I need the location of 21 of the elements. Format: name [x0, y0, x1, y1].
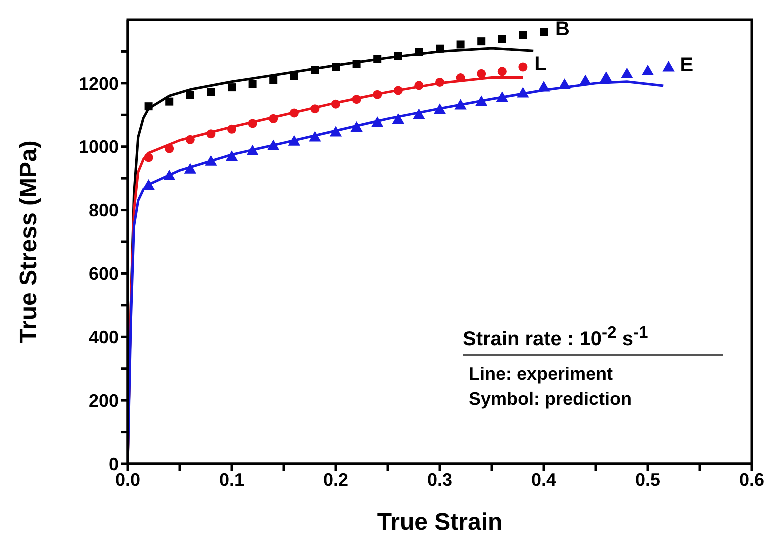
x-tick-label: 0.1 [219, 470, 245, 490]
series-label: B [555, 18, 570, 41]
y-axis-title: True Stress (MPa) [16, 140, 43, 344]
y-tick-label: 1000 [78, 137, 119, 158]
y-tick-label: 1200 [78, 74, 119, 94]
series-label: E [680, 54, 694, 77]
y-tick-label: 400 [88, 328, 119, 348]
y-tick-label: 600 [88, 264, 119, 284]
x-axis-title: True Strain [377, 509, 503, 536]
note-box: Strain rate : 10$^{-2}$ s$^{-1}$ Line: experiment Symbol: prediction [463, 323, 723, 414]
annotation: Strain rate : 10$^{-2}$ s$^{-1}$ [463, 323, 723, 356]
series-label: L [534, 54, 547, 76]
y-tick-label: 200 [88, 390, 119, 411]
x-tick-label: 0.6 [739, 470, 765, 490]
x-tick-label: 0.4 [531, 470, 557, 490]
annotation: Symbol: prediction [469, 388, 634, 410]
x-tick-label: 0.3 [427, 470, 453, 490]
y-tick-label: 800 [88, 200, 119, 221]
x-tick-label: 0.2 [323, 470, 349, 490]
annotation: Line: experiment [469, 364, 614, 385]
x-tick-label: 0.5 [635, 470, 661, 490]
